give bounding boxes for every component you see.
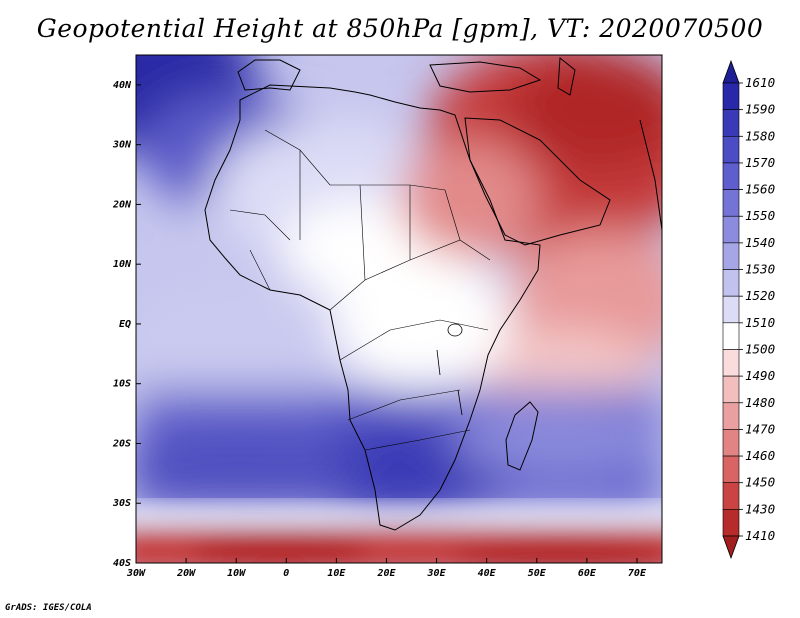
colorbar-swatch: [723, 349, 739, 376]
colorbar-label: 1430: [745, 501, 775, 516]
colorbar-swatch: [723, 163, 739, 190]
lon-tick-label: 50E: [528, 568, 547, 579]
colorbar-label: 1610: [745, 75, 775, 90]
colorbar-swatch: [723, 110, 739, 137]
lon-tick-label: 0: [283, 568, 289, 579]
colorbar-label: 1460: [745, 448, 775, 463]
colorbar-swatch: [723, 376, 739, 403]
lon-tick-label: 40E: [478, 568, 497, 579]
lon-tick-label: 20W: [176, 568, 196, 579]
colorbar-label: 1540: [745, 235, 775, 250]
colorbar-label: 1520: [745, 288, 775, 303]
grads-credit: GrADS: IGES/COLA: [5, 603, 92, 613]
colorbar-label: 1450: [745, 475, 775, 490]
lon-tick-label: 70E: [628, 568, 647, 579]
colorbar-swatch: [723, 216, 739, 243]
lat-tick-label: 30N: [112, 140, 132, 151]
colorbar-min-triangle: [723, 536, 739, 558]
lat-tick-label: 40N: [113, 80, 132, 91]
colorbar-swatch: [723, 243, 739, 270]
colorbar-label: 1410: [745, 528, 775, 543]
colorbar-swatch: [723, 509, 739, 536]
colorbar-swatch: [723, 483, 739, 510]
height-field: [40, 5, 700, 573]
lat-tick-label: 10N: [113, 259, 132, 270]
lat-tick-label: EQ: [119, 319, 131, 330]
colorbar-swatch: [723, 429, 739, 456]
colorbar-label: 1490: [745, 368, 775, 383]
colorbar-swatch: [723, 190, 739, 217]
colorbar-label: 1550: [745, 208, 775, 223]
lon-tick-label: 30E: [427, 568, 447, 579]
lon-tick-label: 60E: [578, 568, 597, 579]
map-figure: 30W 20W 10W 0 10E 20E 30E 40E 50E 60E 70E 40N 30N 20…: [0, 0, 800, 618]
lon-tick-label: 20E: [376, 568, 396, 579]
lat-tick-label: 40S: [113, 558, 131, 569]
colorbar-label: 1470: [745, 421, 775, 436]
colorbar-max-triangle: [723, 61, 739, 83]
colorbar-label: 1570: [745, 155, 775, 170]
lon-tick-label: 10W: [227, 568, 246, 579]
lon-tick-label: 30W: [126, 568, 146, 579]
lat-tick-label: 30S: [112, 498, 131, 509]
colorbar-swatch: [723, 136, 739, 163]
colorbar-swatch: [723, 323, 739, 350]
colorbar-swatch: [723, 403, 739, 430]
lon-tick-label: 10E: [327, 568, 346, 579]
colorbar-label: 1530: [745, 262, 775, 277]
lat-tick-label: 10S: [113, 379, 131, 390]
colorbar-label: 1500: [745, 341, 775, 356]
colorbar-label: 1580: [745, 128, 775, 143]
colorbar-label: 1590: [745, 102, 775, 117]
colorbar-label: 1560: [745, 182, 775, 197]
lat-tick-label: 20S: [112, 438, 131, 449]
colorbar-label: 1510: [745, 315, 775, 330]
colorbar: 1610 1590 1580 1570 1560 1550 1540 1530 1520 1510…: [723, 61, 775, 558]
lat-tick-label: 20N: [112, 199, 132, 210]
colorbar-swatch: [723, 270, 739, 297]
colorbar-swatch: [723, 83, 739, 110]
colorbar-swatch: [723, 296, 739, 323]
colorbar-swatch: [723, 456, 739, 483]
colorbar-label: 1480: [745, 395, 775, 410]
